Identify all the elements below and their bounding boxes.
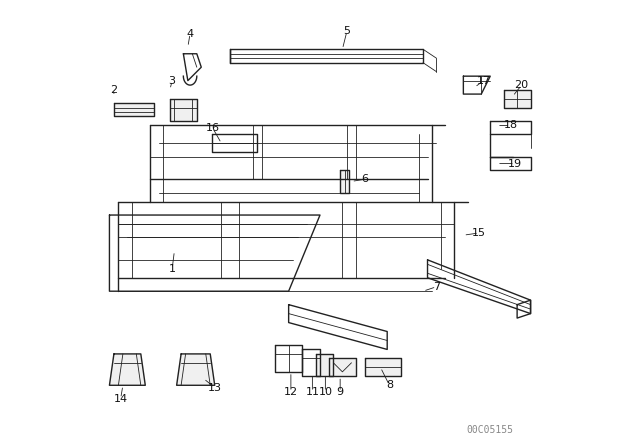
Polygon shape: [329, 358, 356, 376]
Text: 10: 10: [318, 387, 332, 397]
Polygon shape: [340, 170, 349, 193]
Text: 00C05155: 00C05155: [467, 425, 514, 435]
Text: 5: 5: [344, 26, 350, 36]
Text: 12: 12: [284, 387, 298, 397]
Text: 20: 20: [515, 80, 529, 90]
Polygon shape: [365, 358, 401, 376]
Text: 13: 13: [208, 383, 221, 392]
Text: 2: 2: [110, 85, 118, 95]
Text: 15: 15: [472, 228, 486, 238]
Polygon shape: [170, 99, 197, 121]
Text: 9: 9: [337, 387, 344, 397]
Polygon shape: [504, 90, 531, 108]
Polygon shape: [109, 354, 145, 385]
Polygon shape: [177, 354, 215, 385]
Text: 8: 8: [386, 380, 393, 390]
Text: 11: 11: [305, 387, 319, 397]
Polygon shape: [316, 354, 333, 376]
Polygon shape: [114, 103, 154, 116]
Text: 17: 17: [476, 76, 491, 86]
Text: 6: 6: [362, 174, 368, 184]
Text: 1: 1: [169, 264, 175, 274]
Text: 3: 3: [169, 76, 175, 86]
Text: 4: 4: [186, 29, 194, 39]
Text: 19: 19: [508, 159, 522, 168]
Text: 16: 16: [205, 123, 220, 133]
Text: 14: 14: [113, 394, 128, 404]
Text: 18: 18: [503, 121, 518, 130]
Text: 7: 7: [433, 282, 440, 292]
